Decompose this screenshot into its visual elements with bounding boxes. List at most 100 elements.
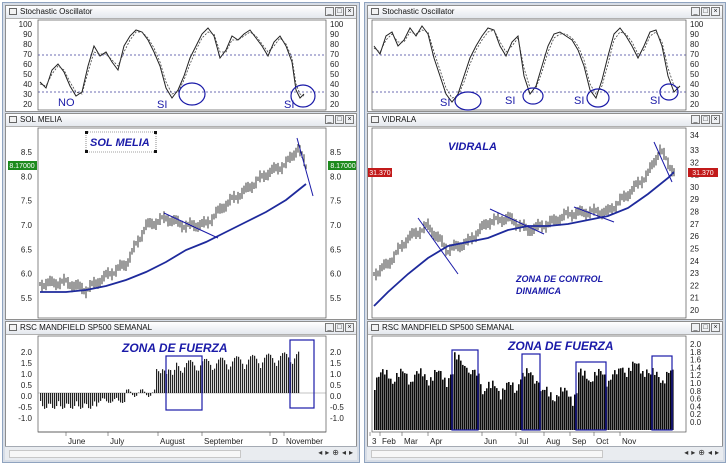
rsc-bar	[128, 389, 130, 393]
rsc-bar	[410, 381, 412, 430]
pan-right-icon[interactable]: ▸	[348, 448, 353, 457]
rsc-bar	[554, 401, 556, 430]
left-chart-window: Stochastic Oscillator _ □ × 100 90 80 70 60 50 4…	[2, 2, 360, 463]
pan-left-icon[interactable]: ◂	[707, 448, 712, 457]
minimize-button[interactable]: _	[691, 7, 700, 16]
rsc-bar	[612, 374, 614, 430]
axis-tick-label: 80	[330, 40, 339, 49]
right-price-title: VIDRALA	[382, 115, 417, 124]
rsc-bar	[298, 351, 300, 393]
maximize-button[interactable]: □	[701, 115, 710, 124]
rsc-bar	[48, 393, 50, 404]
time-axis-label: Nov	[622, 437, 636, 446]
scroll-left-icon[interactable]: ◂	[684, 448, 689, 457]
stock-name-label[interactable]: SOL MELIA	[90, 137, 150, 149]
rsc-bar	[380, 372, 382, 430]
close-button[interactable]: ×	[711, 323, 720, 332]
minimize-button[interactable]: _	[691, 323, 700, 332]
rsc-bar	[608, 380, 610, 430]
rsc-bar	[96, 393, 98, 407]
pan-right-icon[interactable]: ▸	[714, 448, 719, 457]
rsc-bar	[118, 393, 120, 401]
close-button[interactable]: ×	[345, 323, 354, 332]
maximize-button[interactable]: □	[335, 323, 344, 332]
signal-circle	[659, 83, 679, 101]
last-price-tag-left	[368, 168, 392, 177]
rsc-bar	[464, 365, 466, 430]
rsc-bar	[208, 360, 210, 393]
rsc-bar	[292, 363, 294, 393]
rsc-bar	[584, 370, 586, 430]
rsc-bar	[454, 352, 456, 430]
rsc-bar	[268, 353, 270, 393]
rsc-bar	[392, 383, 394, 430]
rsc-bar	[230, 366, 232, 393]
maximize-button[interactable]: □	[701, 7, 710, 16]
rsc-bar	[148, 393, 150, 397]
pan-left-icon[interactable]: ◂	[341, 448, 346, 457]
zoom-icon[interactable]: ⊕	[698, 448, 705, 457]
rsc-bar	[284, 352, 286, 393]
axis-tick-label: 2.0	[690, 340, 702, 349]
right-rsc-title-bar: RSC MANDFIELD SP500 SEMANAL _ □ ×	[368, 322, 722, 335]
rsc-bar	[236, 356, 238, 393]
close-button[interactable]: ×	[711, 7, 720, 16]
rsc-bar	[220, 357, 222, 393]
last-price-tag-right	[328, 161, 356, 170]
rsc-bar	[256, 358, 258, 393]
left-horizontal-scrollbar[interactable]	[9, 450, 241, 458]
rsc-bar	[408, 384, 410, 430]
close-button[interactable]: ×	[711, 115, 720, 124]
rsc-bar	[394, 381, 396, 430]
close-button[interactable]: ×	[345, 7, 354, 16]
axis-tick-label: 50	[330, 70, 339, 79]
rsc-bar	[234, 357, 236, 393]
axis-tick-label: -1.0	[18, 414, 32, 423]
rsc-bar	[390, 378, 392, 430]
rsc-bar	[184, 367, 186, 393]
axis-tick-label: 90	[23, 30, 32, 39]
rsc-bar	[506, 382, 508, 430]
rsc-bar	[576, 393, 578, 430]
left-price-title: SOL MELIA	[20, 115, 62, 124]
rsc-bar	[62, 393, 64, 409]
rsc-bar	[412, 381, 414, 430]
rsc-bar	[666, 371, 668, 430]
left-footer-toolbar: ◂ ▸ ⊕ ◂ ▸	[5, 446, 357, 460]
minimize-button[interactable]: _	[325, 323, 334, 332]
rsc-bar	[516, 390, 518, 430]
pane-icon	[9, 324, 17, 331]
rsc-bar	[168, 369, 170, 393]
rsc-bar	[64, 393, 66, 408]
stochastic-k-line	[373, 25, 681, 103]
maximize-button[interactable]: □	[701, 323, 710, 332]
rsc-bar	[502, 388, 504, 430]
maximize-button[interactable]: □	[335, 7, 344, 16]
plot-frame	[37, 127, 327, 319]
rsc-bar	[60, 393, 62, 407]
zoom-icon[interactable]: ⊕	[332, 448, 339, 457]
maximize-button[interactable]: □	[335, 115, 344, 124]
rsc-bar	[644, 376, 646, 430]
scroll-right-icon[interactable]: ▸	[691, 448, 696, 457]
rsc-bar	[654, 374, 656, 430]
rsc-bar	[384, 374, 386, 430]
scroll-right-icon[interactable]: ▸	[325, 448, 330, 457]
minimize-button[interactable]: _	[325, 7, 334, 16]
selection-handle	[154, 131, 157, 134]
minimize-button[interactable]: _	[691, 115, 700, 124]
rsc-bar	[226, 364, 228, 393]
axis-tick-label: 90	[330, 30, 339, 39]
close-button[interactable]: ×	[345, 115, 354, 124]
rsc-bar	[596, 375, 598, 430]
rsc-bar	[436, 372, 438, 430]
rsc-bar	[210, 364, 212, 393]
minimize-button[interactable]: _	[325, 115, 334, 124]
right-horizontal-scrollbar[interactable]	[371, 450, 603, 458]
scroll-left-icon[interactable]: ◂	[318, 448, 323, 457]
rsc-bar	[586, 378, 588, 430]
rsc-bar	[470, 374, 472, 430]
rsc-histogram	[40, 351, 300, 409]
last-price-tag-left-text: 31.370	[369, 170, 391, 177]
